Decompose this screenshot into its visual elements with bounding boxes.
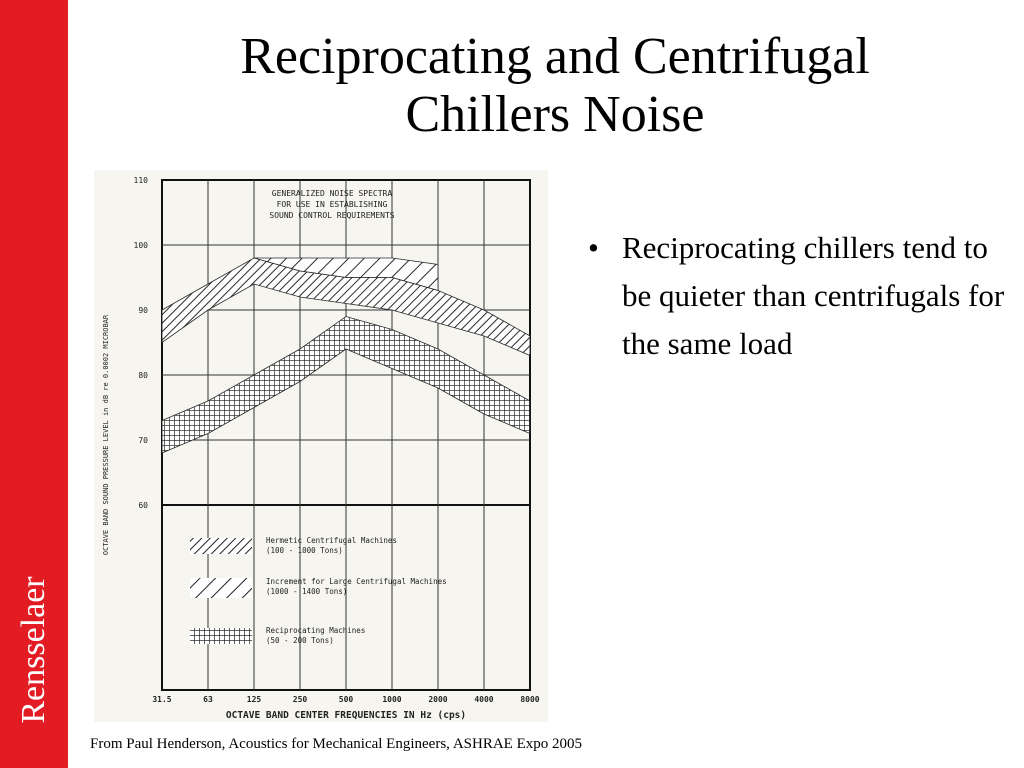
slide-title: Reciprocating and Centrifugal Chillers N… [90,28,1020,144]
chart-title-line-2: FOR USE IN ESTABLISHING [277,200,388,209]
x-tick-label: 8000 [520,695,539,704]
y-tick-label: 60 [138,501,148,510]
brand-side-band: Rensselaer [0,0,68,768]
title-line-1: Reciprocating and Centrifugal [240,28,870,85]
noise-spectra-chart: 60 70 80 90 100 110 31.5 63 125 250 500 1000 2000 40… [94,170,548,722]
legend: Hermetic Centrifugal Machines (100 - 100… [190,536,447,645]
legend-label-reciprocating: Reciprocating Machines [266,626,365,635]
y-tick-label: 90 [138,306,148,315]
bullet-item: Reciprocating chillers tend to be quiete… [588,224,1008,368]
source-credit: From Paul Henderson, Acoustics for Mecha… [90,736,583,752]
x-tick-label: 500 [339,695,354,704]
x-tick-label: 63 [203,695,213,704]
y-tick-label: 70 [138,436,148,445]
legend-swatch-large [190,578,252,598]
legend-sub-reciprocating: (50 - 200 Tons) [266,636,334,645]
x-tick-label: 250 [293,695,308,704]
x-tick-label: 31.5 [152,695,171,704]
x-tick-label: 125 [247,695,262,704]
legend-label-large: Increment for Large Centrifugal Machines [266,577,447,586]
title-line-2: Chillers Noise [405,86,705,143]
band-0 [161,257,531,357]
y-tick-label: 100 [134,241,149,250]
brand-name: Rensselaer [15,576,52,724]
legend-swatch-reciprocating [190,628,252,644]
x-tick-label: 1000 [382,695,401,704]
band-2 [161,316,531,454]
x-tick-label: 4000 [474,695,493,704]
y-tick-label: 110 [134,176,149,185]
y-axis-label: OCTAVE BAND SOUND PRESSURE LEVEL in dB r… [102,314,110,555]
legend-swatch-hermetic [190,538,252,554]
x-axis-label: OCTAVE BAND CENTER FREQUENCIES IN Hz (cp… [226,710,466,721]
legend-label-hermetic: Hermetic Centrifugal Machines [266,536,397,545]
chart-title-line-1: GENERALIZED NOISE SPECTRA [272,189,393,198]
x-tick-label: 2000 [428,695,447,704]
legend-sub-large: (1000 - 1400 Tons) [266,587,347,596]
bullet-list: Reciprocating chillers tend to be quiete… [588,224,1008,368]
chart-title-line-3: SOUND CONTROL REQUIREMENTS [269,211,394,220]
y-tick-label: 80 [138,371,148,380]
chart-svg: 60 70 80 90 100 110 31.5 63 125 250 500 1000 2000 40… [102,176,540,721]
legend-sub-hermetic: (100 - 1000 Tons) [266,546,343,555]
